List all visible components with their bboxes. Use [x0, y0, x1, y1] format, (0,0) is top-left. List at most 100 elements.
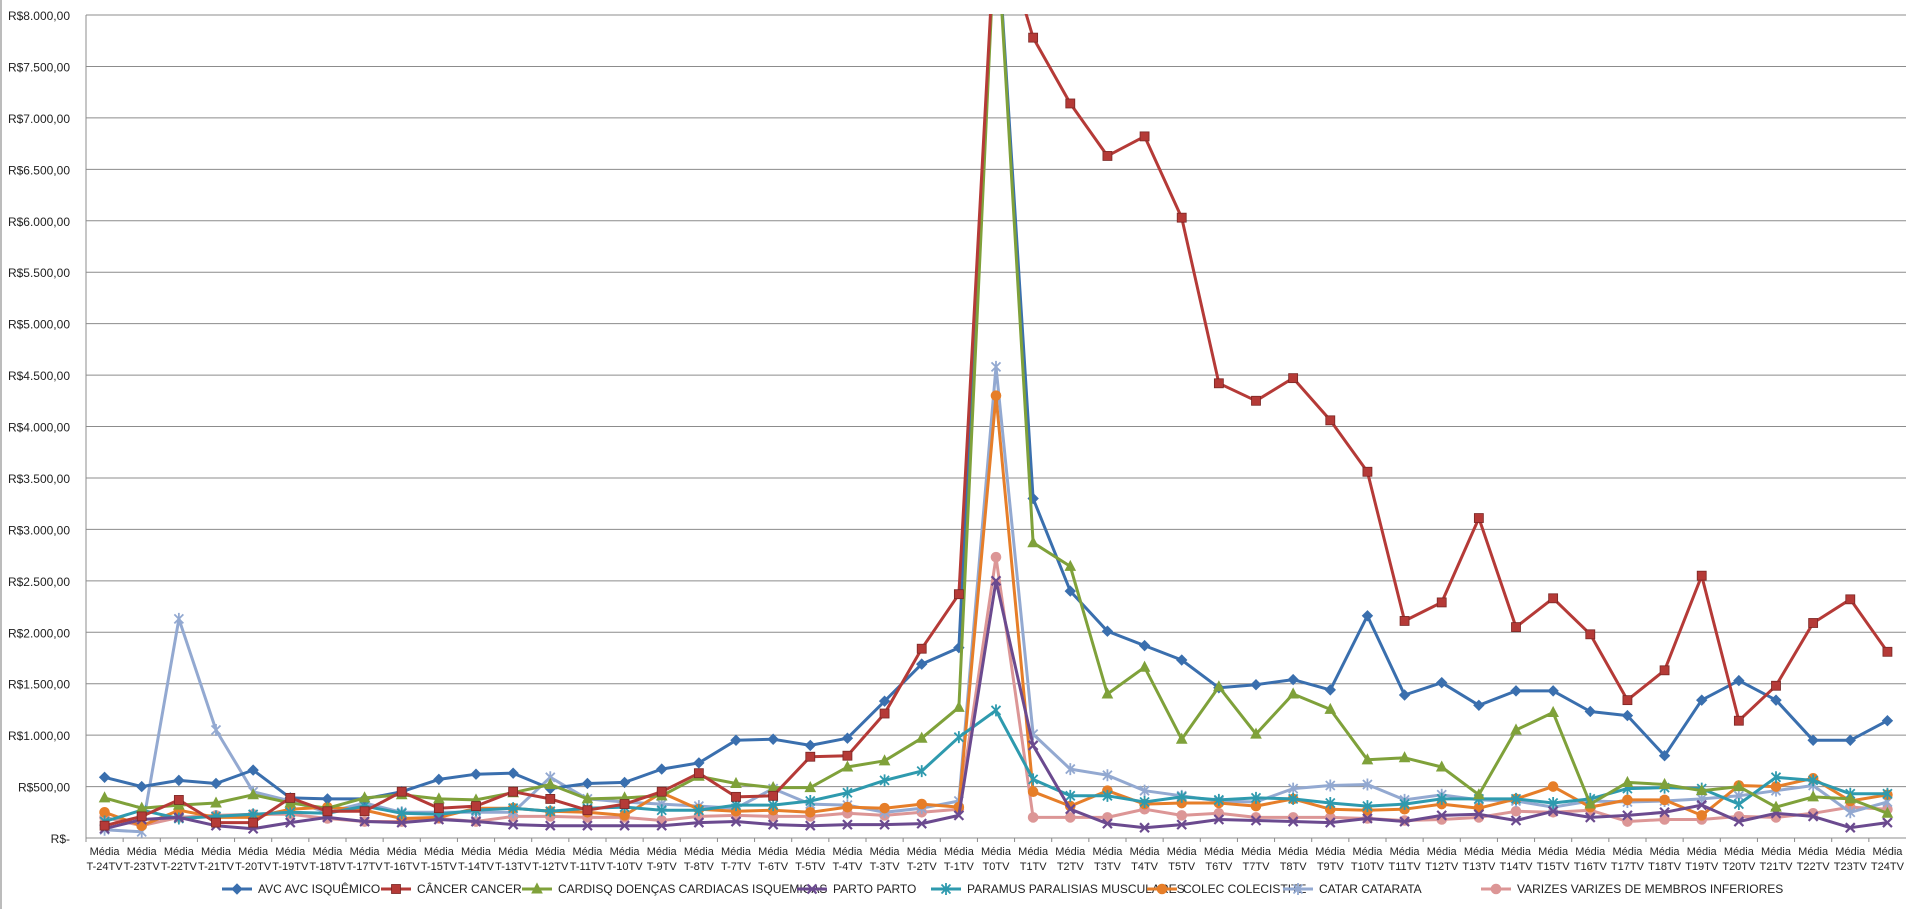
data-point [531, 882, 543, 894]
data-point [1250, 791, 1262, 804]
data-point [1881, 715, 1894, 727]
data-point [805, 751, 816, 762]
data-point [805, 820, 816, 831]
data-point [1622, 810, 1633, 821]
data-point [507, 819, 519, 830]
data-point [231, 883, 243, 895]
legend-label: COLEC COLECISTITE [1183, 882, 1306, 896]
data-point [1696, 810, 1708, 821]
data-point [581, 792, 594, 804]
legend-item: PARTO PARTO [797, 882, 916, 896]
data-point [1065, 763, 1076, 776]
y-axis: R$- R$500,00 R$1.000,00 R$1.500,00 R$2.000,0… [0, 0, 87, 909]
data-point [730, 734, 742, 746]
y-tick-label: R$1.000,00 [8, 729, 70, 743]
x-tick-label: Média T-18TV [309, 846, 346, 873]
data-point [322, 806, 333, 817]
y-tick-label: R$- [51, 832, 70, 846]
data-point [1696, 570, 1707, 581]
data-point [953, 589, 964, 600]
legend-item: PARAMUS PARALISIAS MUSCULARES [931, 882, 1185, 896]
data-point [1807, 811, 1819, 822]
data-point [806, 883, 818, 895]
data-point [953, 731, 964, 744]
x-tick-label: Média T-22TV [161, 846, 198, 873]
legend-label: PARTO PARTO [833, 882, 916, 896]
data-point [1696, 799, 1707, 811]
y-tick-label: R$8.000,00 [8, 9, 70, 23]
data-point [1845, 806, 1856, 819]
data-point [508, 802, 519, 815]
x-tick-label: Média T16TV [1574, 846, 1608, 873]
data-point [1808, 618, 1819, 628]
legend-label: CARDISQ DOENÇAS CARDIACAS ISQUEMICAS [558, 882, 827, 896]
data-point [1213, 814, 1225, 825]
data-point [173, 812, 185, 823]
data-point [1138, 639, 1151, 652]
data-point [990, 551, 1002, 563]
data-point [391, 884, 401, 894]
data-point [1362, 778, 1373, 791]
x-tick-label: Média T6TV [1204, 846, 1235, 873]
data-point [1213, 680, 1225, 692]
data-point [805, 794, 816, 807]
data-point [1362, 466, 1373, 477]
data-point [1251, 395, 1261, 406]
data-point [1473, 788, 1485, 800]
legend-item: CATAR CATARATA [1283, 882, 1422, 896]
y-tick-label: R$5.500,00 [8, 266, 70, 280]
legend-item: VARIZES VARIZES DE MEMBROS INFERIORES [1481, 882, 1783, 896]
data-point [1473, 809, 1485, 820]
data-point [1436, 676, 1448, 689]
data-point [1398, 751, 1411, 763]
x-tick-label: Média T-13TV [495, 846, 532, 873]
data-point [1658, 749, 1671, 762]
y-tick-label: R$6.500,00 [8, 163, 70, 177]
x-tick-label: Média T18TV [1648, 846, 1682, 873]
legend-label: AVC AVC ISQUÊMICO [258, 881, 380, 896]
data-point [767, 733, 779, 745]
data-point [1547, 705, 1559, 717]
data-point [1584, 797, 1597, 809]
data-point [804, 806, 816, 818]
data-point [1882, 817, 1893, 828]
data-point [656, 804, 667, 817]
data-point [990, 575, 1002, 587]
data-point [1027, 786, 1039, 798]
data-point [1102, 818, 1113, 829]
x-tick-label: Média T14TV [1499, 846, 1533, 873]
data-point [1548, 797, 1559, 810]
data-point [396, 786, 407, 797]
series-5 [99, 390, 1893, 831]
legend-label: CATAR CATARATA [1319, 882, 1422, 896]
data-point [211, 817, 221, 828]
data-point [618, 776, 631, 789]
data-point [1733, 779, 1745, 792]
data-point [1399, 616, 1410, 626]
data-point [471, 801, 481, 812]
data-point [1288, 792, 1299, 805]
data-point [1027, 536, 1039, 548]
x-tick-label: Média T24TV [1871, 846, 1905, 873]
data-point [842, 750, 853, 761]
x-tick-label: Média T13TV [1462, 846, 1496, 873]
data-point [1585, 629, 1596, 640]
data-point [1436, 597, 1447, 608]
y-tick-label: R$500,00 [18, 781, 70, 795]
data-point [1659, 814, 1670, 825]
data-point [1250, 815, 1262, 826]
data-point [730, 776, 742, 788]
x-tick-label: Média T8TV [1278, 846, 1309, 873]
data-point [915, 731, 928, 743]
data-point [1139, 784, 1150, 797]
data-point [1156, 883, 1168, 895]
data-point [1882, 646, 1893, 657]
data-point [1065, 803, 1076, 815]
data-point [1695, 784, 1708, 796]
data-point [1138, 660, 1151, 672]
y-tick-label: R$5.000,00 [8, 318, 70, 332]
data-point [285, 792, 296, 803]
data-point [1807, 790, 1819, 802]
data-point [1101, 687, 1114, 699]
y-tick-label: R$6.000,00 [8, 215, 70, 229]
